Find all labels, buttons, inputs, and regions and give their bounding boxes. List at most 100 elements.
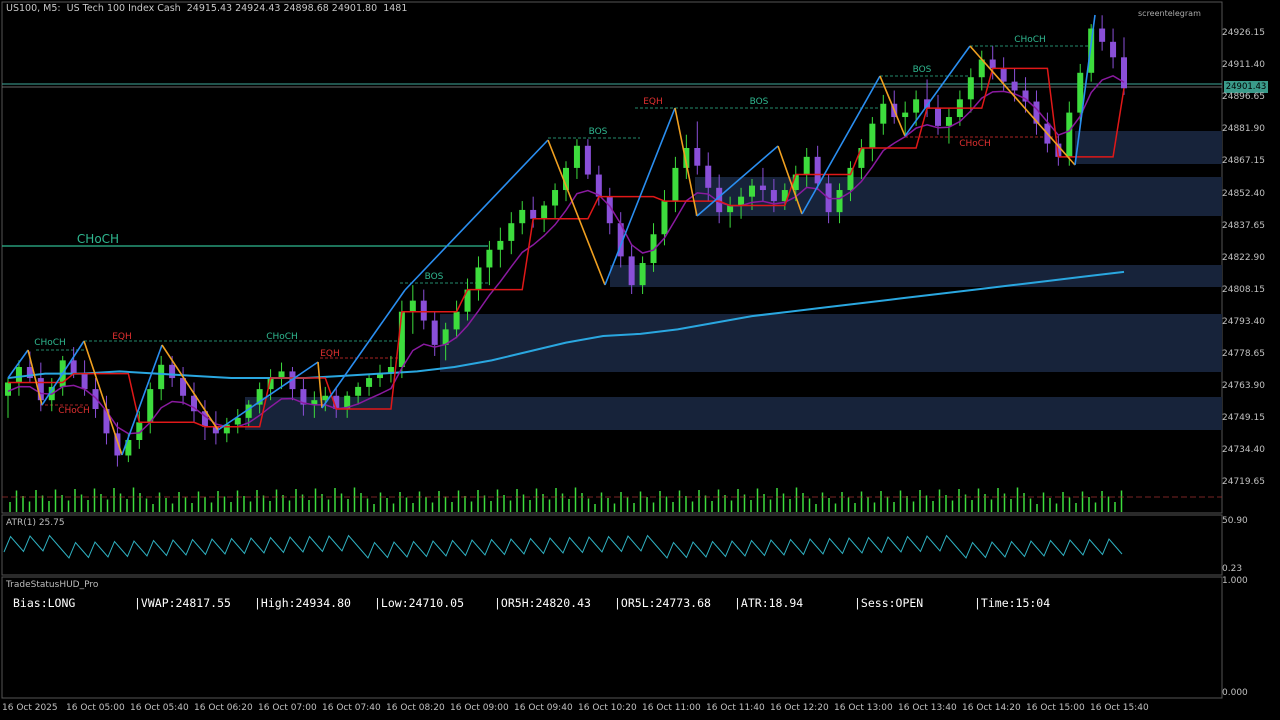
- candle-body: [1033, 101, 1040, 124]
- candle-body: [989, 59, 996, 69]
- candle-body: [322, 395, 329, 401]
- candle-body: [661, 201, 668, 235]
- zigzag-leg: [1074, 14, 1096, 166]
- time-axis-tick: 16 Oct 09:00: [450, 703, 509, 713]
- zigzag-leg: [41, 340, 85, 406]
- candle-body: [180, 378, 187, 396]
- candle-body: [114, 433, 121, 456]
- order-block-zone: [440, 314, 1222, 372]
- candle-body: [147, 389, 154, 423]
- candle-body: [245, 404, 252, 418]
- candle-body: [125, 440, 132, 456]
- hud-vwap: |VWAP:24817.55: [134, 596, 231, 610]
- price-axis-tick: 24911.40: [1222, 60, 1265, 71]
- candle-body: [1022, 90, 1029, 102]
- candle-body: [92, 389, 99, 410]
- candle-body: [300, 389, 307, 405]
- candle-body: [311, 400, 318, 405]
- trailing-line-purple: [7, 75, 1125, 435]
- structure-label: EQH: [112, 332, 132, 342]
- candle-body: [136, 422, 143, 440]
- candle-body: [169, 364, 176, 379]
- time-axis-tick: 16 Oct 13:40: [898, 703, 957, 713]
- candle-body: [1121, 57, 1127, 89]
- candle-body: [420, 300, 427, 321]
- candle-body: [552, 190, 559, 206]
- candle-body: [5, 382, 11, 396]
- candle-body: [81, 373, 88, 390]
- candle-body: [256, 389, 263, 405]
- candle-body: [935, 108, 941, 126]
- zigzag-leg: [696, 145, 779, 217]
- candle-body: [672, 167, 679, 202]
- structure-label: BOS: [425, 272, 444, 282]
- zigzag-leg: [969, 45, 1076, 166]
- candle-body: [1077, 72, 1084, 113]
- zigzag-leg: [801, 75, 881, 215]
- candle-body: [803, 156, 810, 175]
- hud-or5h: |OR5H:24820.43: [494, 596, 591, 610]
- trailing-line-red: [8, 67, 1125, 428]
- candle-body: [978, 59, 985, 78]
- candle-body: [486, 249, 493, 268]
- candle-body: [464, 289, 471, 312]
- time-axis-tick: 16 Oct 07:40: [322, 703, 381, 713]
- ohlc-values: 24915.43 24924.43 24898.68 24901.80: [186, 3, 378, 14]
- structure-label: BOS: [589, 127, 608, 137]
- chart-header: US100, M5: US Tech 100 Index Cash 24915.…: [6, 3, 407, 14]
- candle-body: [716, 187, 723, 213]
- candle-body: [366, 378, 373, 387]
- structure-label: CHoCH: [58, 406, 90, 416]
- candle-body: [530, 209, 537, 219]
- candle-body: [377, 373, 383, 379]
- atr-label: ATR(1) 25.75: [6, 518, 65, 528]
- time-axis-tick: 16 Oct 13:00: [834, 703, 893, 713]
- candle-body: [15, 367, 22, 383]
- candle-body: [278, 371, 285, 379]
- time-axis-tick: 16 Oct 10:20: [578, 703, 637, 713]
- hud-bias: Bias:LONG: [13, 596, 76, 610]
- candle-body: [584, 145, 591, 175]
- hud-low: |Low:24710.05: [374, 596, 465, 610]
- candle-body: [541, 205, 548, 219]
- candle-body: [617, 223, 624, 257]
- candle-body: [606, 196, 613, 224]
- time-axis-tick: 16 Oct 11:40: [706, 703, 765, 713]
- candle-body: [595, 174, 602, 197]
- candle-body: [37, 378, 44, 401]
- price-axis-tick: 24896.65: [1222, 92, 1265, 103]
- candle-body: [1000, 68, 1007, 82]
- price-axis-tick: 24867.15: [1222, 156, 1265, 167]
- candle-body: [201, 411, 208, 427]
- order-block-zone: [245, 397, 1222, 430]
- candle-body: [814, 156, 821, 184]
- candle-body: [1110, 41, 1117, 58]
- candle-body: [409, 300, 416, 312]
- structure-label: EQH: [320, 349, 340, 359]
- zigzag-leg: [217, 361, 319, 431]
- candle-body: [705, 165, 712, 188]
- candle-body: [26, 367, 33, 379]
- candle-body: [1099, 28, 1106, 42]
- candle-body: [913, 99, 920, 113]
- hud-high: |High:24934.80: [254, 596, 351, 610]
- price-axis-tick: 24852.40: [1222, 188, 1265, 199]
- candle-body: [223, 424, 230, 434]
- hud-axis-top: 1.000: [1222, 576, 1248, 586]
- time-axis-tick: 16 Oct 05:40: [130, 703, 189, 713]
- time-axis-tick: 16 Oct 11:00: [642, 703, 701, 713]
- time-axis-tick: 16 Oct 09:40: [514, 703, 573, 713]
- price-axis-tick: 24734.40: [1222, 445, 1265, 456]
- candle-body: [727, 205, 734, 213]
- candle-body: [683, 148, 690, 168]
- price-axis-tick: 24763.90: [1222, 381, 1265, 392]
- candle-body: [453, 311, 460, 330]
- candle-body: [1011, 81, 1018, 91]
- candle-body: [1088, 28, 1095, 73]
- moving-average-line: [7, 270, 1125, 380]
- zigzag-leg: [674, 107, 698, 217]
- candle-body: [792, 174, 799, 191]
- price-axis-tick: 24719.65: [1222, 477, 1265, 488]
- time-axis-tick: 16 Oct 15:00: [1026, 703, 1085, 713]
